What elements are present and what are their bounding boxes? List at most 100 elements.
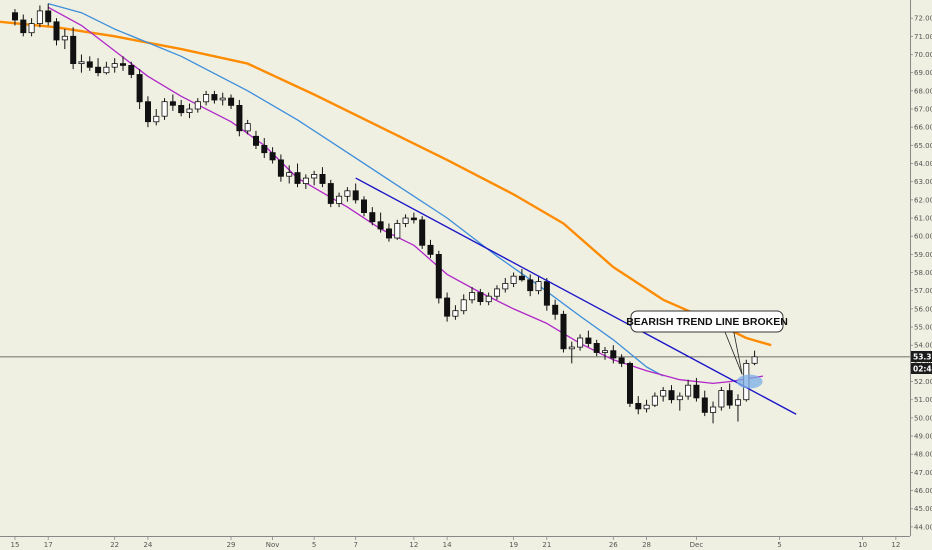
candle-body [701, 397, 708, 413]
candle [560, 310, 567, 353]
candle-body [419, 219, 426, 246]
candle [327, 179, 334, 208]
y-tick-label: 47.00 [914, 469, 932, 477]
x-tick-label: 22 [110, 541, 119, 549]
candle [477, 288, 484, 306]
candle [410, 212, 417, 224]
candle-body [610, 350, 617, 359]
x-tick-label: 15 [10, 541, 19, 549]
candle [751, 350, 758, 366]
candle [53, 18, 60, 46]
candle [469, 287, 476, 304]
x-tick-label: 28 [642, 541, 651, 549]
candle-body [485, 295, 492, 303]
candle [610, 345, 617, 364]
candle-body [128, 65, 135, 75]
y-tick-label: 57.00 [914, 287, 932, 295]
candle-body [70, 35, 77, 64]
candle [444, 292, 451, 322]
candle [144, 96, 151, 128]
candle-body [676, 395, 683, 401]
y-tick-label: 60.00 [914, 233, 932, 241]
x-tick-label: 24 [143, 541, 152, 549]
candle [693, 377, 700, 402]
candle-body [252, 135, 259, 146]
candle-body [394, 223, 401, 239]
candle [627, 361, 634, 407]
candle-body [302, 177, 309, 185]
candle [203, 90, 210, 106]
candle-body [319, 173, 326, 184]
candle [718, 387, 725, 411]
y-tick-label: 58.00 [914, 269, 932, 277]
x-tick-label: 5 [777, 541, 781, 549]
y-tick-label: 46.00 [914, 487, 932, 495]
candle-body [28, 23, 35, 34]
candle [178, 99, 185, 117]
x-tick-label: 12 [891, 541, 900, 549]
candle [111, 58, 118, 73]
candle [577, 334, 584, 351]
y-tick-label: 56.00 [914, 305, 932, 313]
candle [585, 330, 592, 348]
candle [294, 163, 301, 188]
candle-body [327, 183, 334, 204]
candle-body [685, 384, 692, 397]
x-tick-label: Dec [690, 541, 704, 549]
candle [726, 383, 733, 409]
candle-body [402, 217, 409, 224]
candle-body [261, 144, 268, 154]
candle-body [211, 94, 218, 101]
candle-body [585, 337, 592, 344]
candle [45, 3, 52, 26]
candle [518, 268, 525, 282]
candle [618, 354, 625, 368]
candle-body [86, 61, 93, 68]
candle [735, 394, 742, 422]
y-tick-label: 67.00 [914, 106, 932, 114]
candle-body [668, 390, 675, 401]
callout-box [630, 310, 784, 333]
candle-body [377, 221, 384, 230]
candle-body [693, 384, 700, 399]
candle-body [120, 63, 127, 66]
y-tick-label: 64.00 [914, 160, 932, 168]
trendline [355, 177, 797, 415]
candle [286, 165, 293, 184]
trendline-group [355, 177, 797, 415]
candle-body [277, 159, 284, 177]
candle-body [560, 313, 567, 350]
candle-body [726, 390, 733, 406]
candle-body [627, 362, 634, 404]
candle [28, 18, 35, 37]
candle [128, 61, 135, 79]
candle [194, 98, 201, 113]
candle [535, 276, 542, 295]
candle [70, 27, 77, 70]
candle-body [360, 199, 367, 213]
candle [643, 399, 650, 413]
ma-line-3 [47, 6, 764, 385]
y-tick-label: 69.00 [914, 69, 932, 77]
candle-body [178, 105, 185, 114]
candle [710, 401, 717, 424]
candle-body [460, 299, 467, 312]
y-tick-label: 54.00 [914, 342, 932, 350]
candle [552, 299, 559, 320]
candle [660, 387, 667, 402]
candle-body [602, 350, 609, 353]
candle-body [169, 101, 176, 106]
candle [360, 196, 367, 217]
candle [103, 61, 110, 75]
candle-body [11, 12, 18, 21]
candle [651, 392, 658, 407]
callout-text: BEARISH TREND LINE BROKEN [626, 316, 788, 328]
candle [502, 277, 509, 293]
candle [527, 274, 534, 297]
y-tick-label: 49.00 [914, 433, 932, 441]
candle-body [269, 152, 276, 161]
candle-body [618, 357, 625, 364]
y-tick-label: 50.00 [914, 414, 932, 422]
candle [668, 385, 675, 404]
